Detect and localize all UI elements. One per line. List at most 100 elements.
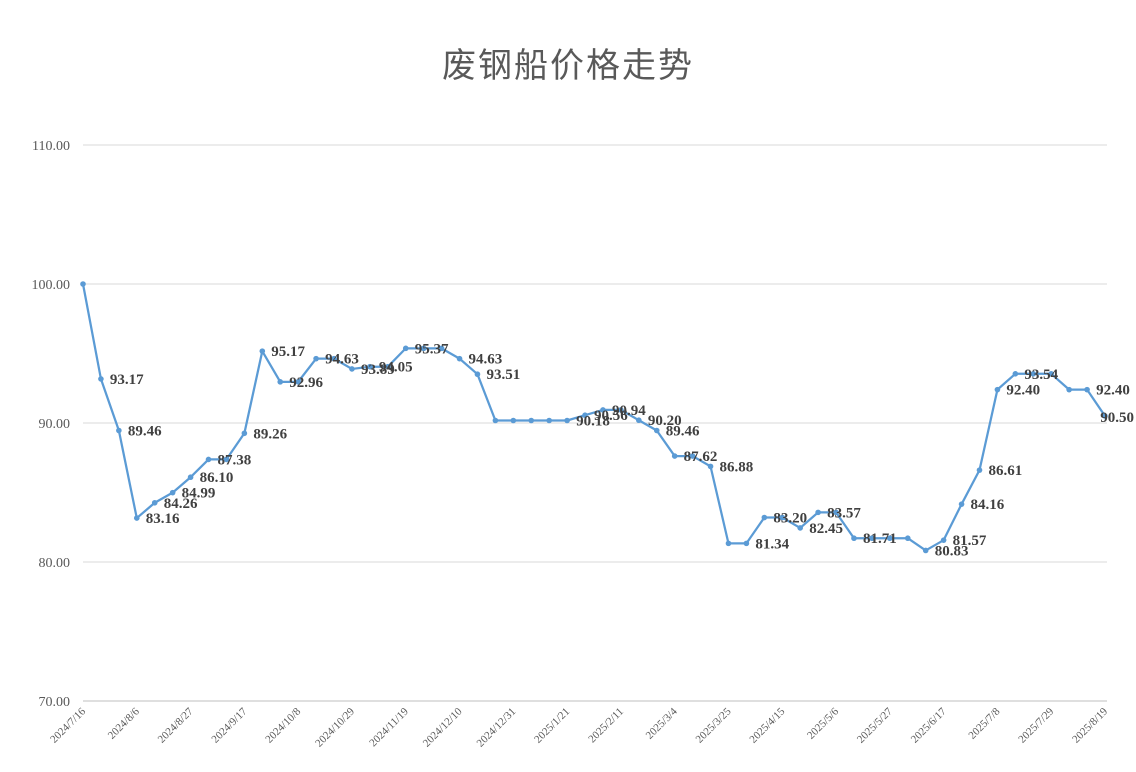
- data-point: [904, 535, 911, 542]
- x-tick-label: 2025/5/6: [805, 705, 841, 741]
- data-point: [492, 417, 499, 424]
- data-point: [797, 525, 803, 531]
- data-label: 90.50: [1100, 410, 1134, 426]
- data-label: 90.56: [594, 408, 628, 424]
- data-point: [743, 540, 750, 547]
- data-point: [653, 427, 660, 434]
- data-point: [259, 348, 266, 354]
- data-label: 90.18: [576, 413, 610, 429]
- data-label: 94.05: [379, 360, 413, 376]
- y-tick-label: 70.00: [39, 695, 71, 710]
- data-label: 84.26: [164, 496, 198, 512]
- data-point: [976, 467, 983, 473]
- data-label: 93.17: [110, 372, 144, 388]
- data-label: 93.51: [486, 367, 520, 383]
- x-tick-label: 2024/10/8: [263, 705, 303, 745]
- data-point: [636, 417, 642, 424]
- y-tick-label: 100.00: [32, 278, 71, 293]
- data-label: 94.63: [469, 352, 503, 368]
- data-label: 95.37: [415, 341, 449, 357]
- data-label: 86.10: [200, 470, 234, 486]
- data-point: [1030, 370, 1037, 377]
- data-point: [833, 509, 839, 516]
- data-label: 89.46: [666, 424, 700, 440]
- data-point: [98, 376, 104, 382]
- x-tick-label: 2024/12/10: [421, 705, 465, 749]
- data-label: 94.63: [325, 352, 359, 368]
- data-label: 86.88: [720, 459, 754, 475]
- gridlines: [83, 144, 1107, 702]
- data-point: [241, 430, 248, 437]
- y-tick-label: 90.00: [39, 417, 71, 432]
- data-point: [815, 509, 821, 516]
- x-tick-label: 2024/12/31: [475, 706, 519, 750]
- data-point: [600, 407, 606, 413]
- data-label: 84.99: [182, 486, 216, 502]
- data-label: 83.57: [827, 505, 861, 521]
- data-label: 92.40: [1006, 383, 1040, 399]
- data-point: [1048, 370, 1055, 377]
- x-tick-label: 2024/9/17: [209, 705, 249, 745]
- data-point: [761, 514, 768, 521]
- data-point: [689, 453, 696, 459]
- data-label: 89.46: [128, 424, 162, 440]
- data-point: [331, 355, 337, 362]
- data-point: [133, 515, 140, 521]
- data-label: 86.61: [988, 463, 1022, 479]
- y-axis-ticks: 70.00 80.00 90.00 100.00 110.00: [32, 139, 71, 710]
- data-label: 81.57: [953, 533, 987, 549]
- data-point: [169, 489, 176, 496]
- data-point: [994, 386, 1001, 393]
- data-point: [869, 535, 875, 542]
- data-point: [438, 345, 445, 352]
- data-point: [277, 379, 284, 385]
- data-point: [474, 371, 481, 378]
- data-point: [313, 355, 319, 362]
- data-label: 81.71: [863, 531, 897, 547]
- x-tick-label: 2024/8/6: [106, 705, 142, 741]
- data-point: [1066, 386, 1072, 393]
- data-point: [80, 281, 86, 287]
- data-point: [546, 417, 552, 424]
- x-tick-label: 2025/8/19: [1070, 705, 1110, 745]
- data-point: [528, 417, 535, 424]
- x-tick-label: 2025/3/4: [644, 705, 680, 741]
- x-tick-label: 2024/8/27: [156, 705, 196, 745]
- x-tick-label: 2024/11/19: [367, 705, 411, 749]
- data-label: 90.20: [648, 413, 682, 429]
- data-point: [725, 540, 732, 547]
- data-point: [402, 345, 409, 352]
- data-point: [1084, 386, 1090, 393]
- data-label: 87.62: [684, 449, 718, 465]
- x-tick-label: 2025/7/29: [1016, 705, 1056, 745]
- data-point: [295, 379, 301, 385]
- data-point: [618, 407, 624, 413]
- data-point: [510, 417, 517, 424]
- x-tick-label: 2025/3/25: [694, 705, 734, 745]
- data-label: 83.16: [146, 511, 180, 527]
- data-label: 93.89: [361, 362, 395, 378]
- data-label: 83.20: [773, 511, 807, 527]
- data-label: 90.94: [612, 403, 646, 419]
- data-point: [1012, 370, 1019, 377]
- data-point: [582, 412, 588, 419]
- data-label: 82.45: [809, 521, 843, 537]
- data-point: [420, 345, 427, 352]
- x-tick-label: 2024/10/29: [313, 705, 357, 749]
- data-label: 95.17: [271, 344, 305, 360]
- series: [80, 281, 1108, 554]
- data-point: [564, 417, 570, 424]
- x-axis-ticks: 2024/7/16 2024/8/6 2024/8/27 2024/9/17 2024/…: [48, 705, 1110, 749]
- data-label: 92.40: [1096, 383, 1130, 399]
- data-point: [707, 463, 714, 470]
- data-point: [385, 363, 391, 370]
- x-tick-label: 2025/1/21: [532, 706, 572, 746]
- series-line: [81, 283, 1106, 552]
- data-label: 89.26: [253, 426, 287, 442]
- data-point: [151, 499, 158, 506]
- data-point: [779, 514, 786, 521]
- data-label: 87.38: [218, 452, 252, 468]
- x-tick-label: 2025/2/11: [586, 706, 626, 746]
